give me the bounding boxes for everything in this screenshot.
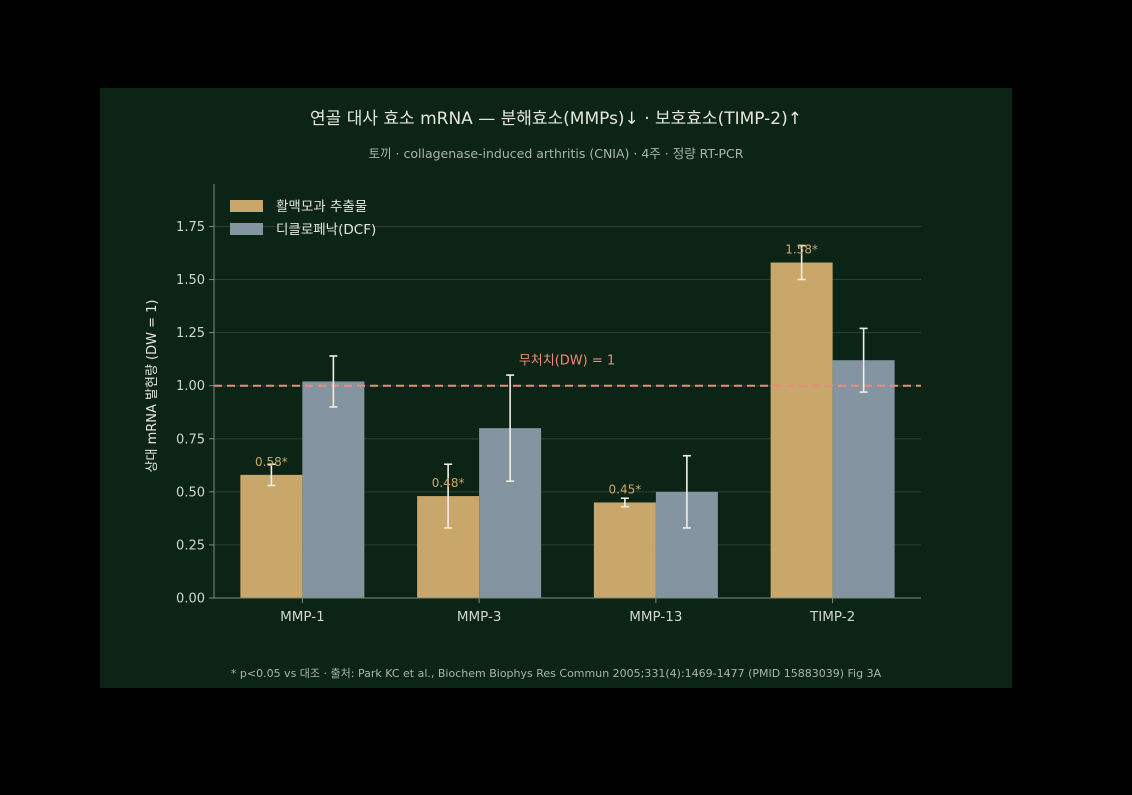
legend-swatch bbox=[230, 200, 263, 212]
chart-title: 연골 대사 효소 mRNA — 분해효소(MMPs)↓ · 보호효소(TIMP-… bbox=[310, 109, 802, 129]
data-label: 0.45* bbox=[609, 482, 642, 496]
bar-extract bbox=[593, 502, 656, 598]
error-bars bbox=[267, 244, 868, 529]
reference-line-label: 무처치(DW) = 1 bbox=[519, 354, 615, 369]
x-tick-label: MMP-3 bbox=[457, 609, 502, 625]
chart-subtitle: 토끼 · collagenase-induced arthritis (CNIA… bbox=[369, 146, 744, 161]
legend-label: 디클로페낙(DCF) bbox=[276, 222, 376, 238]
bar-extract bbox=[240, 474, 303, 598]
data-label: 1.58* bbox=[785, 243, 818, 257]
data-label: 0.48* bbox=[432, 476, 465, 490]
x-tick-label: MMP-13 bbox=[629, 609, 682, 625]
data-labels: 0.58* 0.48* 0.45* 1.58* bbox=[255, 243, 818, 497]
x-tick-label: MMP-1 bbox=[280, 609, 325, 625]
y-tick-label: 0.25 bbox=[176, 538, 205, 553]
legend-label: 활맥모과 추출물 bbox=[276, 199, 367, 215]
y-tick-label: 0.75 bbox=[176, 432, 205, 447]
y-axis-label: 상대 mRNA 발현량 (DW = 1) bbox=[145, 300, 160, 473]
legend-swatch bbox=[230, 223, 263, 235]
bar-dcf bbox=[832, 360, 895, 598]
footnote: * p<0.05 vs 대조 · 출처: Park KC et al., Bio… bbox=[231, 667, 882, 680]
y-tick-label: 1.00 bbox=[176, 379, 205, 394]
reference-line-group: 무처치(DW) = 1 bbox=[214, 354, 921, 387]
y-tick-label: 1.25 bbox=[176, 326, 205, 341]
bar-dcf bbox=[302, 381, 365, 598]
data-label: 0.58* bbox=[255, 455, 288, 469]
axes: 0.00 0.25 0.50 0.75 1.00 1.25 1.50 1.75 MMP-1 MMP… bbox=[176, 184, 921, 625]
y-tick-label: 1.50 bbox=[176, 273, 205, 288]
bar-chart: 연골 대사 효소 mRNA — 분해효소(MMPs)↓ · 보호효소(TIMP-… bbox=[145, 109, 921, 680]
y-tick-label: 0.50 bbox=[176, 485, 205, 500]
y-tick-label: 0.00 bbox=[176, 592, 205, 607]
chart-panel: 연골 대사 효소 mRNA — 분해효소(MMPs)↓ · 보호효소(TIMP-… bbox=[100, 88, 1012, 688]
x-tick-label: TIMP-2 bbox=[809, 609, 855, 625]
bar-extract bbox=[770, 262, 833, 598]
y-tick-label: 1.75 bbox=[176, 220, 205, 235]
bars bbox=[240, 262, 895, 598]
